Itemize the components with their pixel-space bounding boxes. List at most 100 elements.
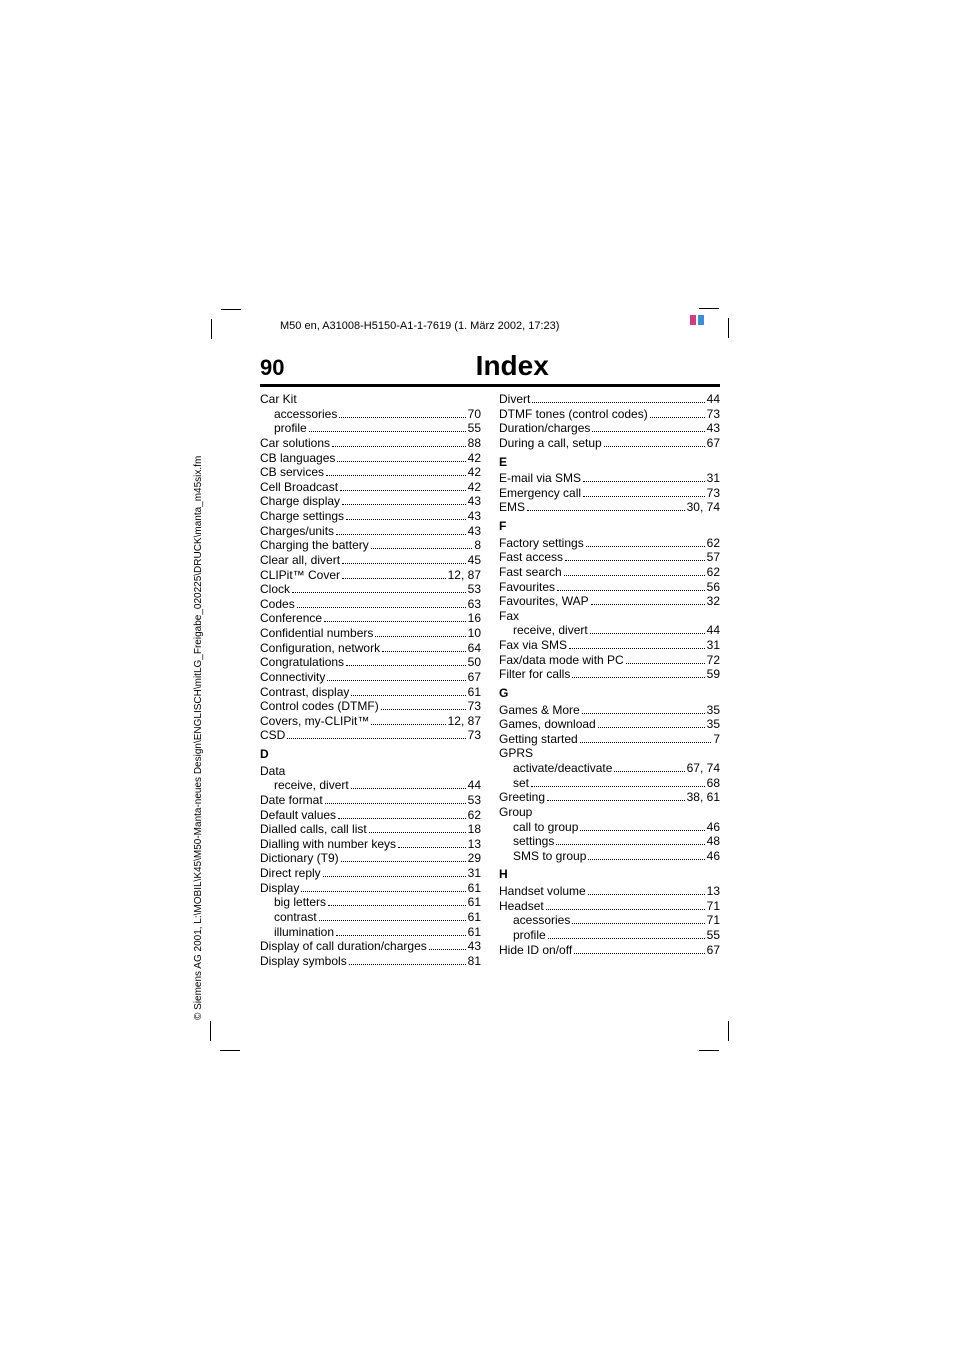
index-entry: CLIPit™ Cover12, 87 — [260, 568, 481, 583]
index-subentry: illumination61 — [260, 925, 481, 940]
index-entry-label: accessories — [274, 407, 337, 422]
index-entry-label: E-mail via SMS — [499, 471, 581, 486]
leader-dots — [338, 818, 466, 819]
leader-dots — [336, 935, 466, 936]
leader-dots — [371, 724, 445, 725]
leader-dots — [429, 949, 466, 950]
index-entry: Confidential numbers10 — [260, 626, 481, 641]
leader-dots — [592, 431, 704, 432]
index-entry-page: 12, 87 — [448, 714, 481, 729]
leader-dots — [547, 800, 685, 801]
index-entry-page: 48 — [707, 834, 720, 849]
index-entry-page: 73 — [707, 407, 720, 422]
index-entry: Divert44 — [499, 392, 720, 407]
index-entry-page: 61 — [468, 925, 481, 940]
index-entry-label: acessories — [513, 913, 570, 928]
index-entry-page: 63 — [468, 597, 481, 612]
leader-dots — [349, 964, 466, 965]
index-entry-label: Cell Broadcast — [260, 480, 338, 495]
index-group-head: Car Kit — [260, 392, 481, 407]
index-entry-page: 73 — [707, 486, 720, 501]
index-entry-page: 88 — [468, 436, 481, 451]
index-entry-label: Fast search — [499, 565, 562, 580]
index-entry: Emergency call73 — [499, 486, 720, 501]
leader-dots — [323, 876, 466, 877]
index-entry-label: Dictionary (T9) — [260, 851, 339, 866]
index-entry: EMS30, 74 — [499, 500, 720, 515]
index-entry: Connectivity67 — [260, 670, 481, 685]
leader-dots — [287, 738, 465, 739]
index-entry-page: 55 — [468, 421, 481, 436]
index-entry-label: Connectivity — [260, 670, 325, 685]
index-entry: Covers, my-CLIPit™ 12, 87 — [260, 714, 481, 729]
index-entry: Cell Broadcast42 — [260, 480, 481, 495]
index-entry-page: 73 — [468, 728, 481, 743]
index-column-right: Divert44DTMF tones (control codes)73Dura… — [499, 392, 720, 968]
index-entry-label: set — [513, 776, 529, 791]
index-entry: Fast access57 — [499, 550, 720, 565]
index-entry-page: 35 — [707, 717, 720, 732]
index-entry-label: Dialled calls, call list — [260, 822, 367, 837]
index-letter: F — [499, 519, 720, 534]
index-subentry: SMS to group46 — [499, 849, 720, 864]
index-entry: CSD73 — [260, 728, 481, 743]
index-entry-page: 13 — [468, 837, 481, 852]
index-entry: Games, download35 — [499, 717, 720, 732]
leader-dots — [548, 938, 705, 939]
leader-dots — [598, 727, 705, 728]
leader-dots — [327, 680, 465, 681]
index-entry-label: Covers, my-CLIPit™ — [260, 714, 369, 729]
copyright-text: © Siemens AG 2001, L:\MOBIL\K45\M50-Mant… — [193, 456, 204, 1020]
index-entry-page: 64 — [468, 641, 481, 656]
index-entry-label: Hide ID on/off — [499, 943, 572, 958]
index-subentry: receive, divert44 — [260, 778, 481, 793]
leader-dots — [292, 592, 466, 593]
index-entry-label: call to group — [513, 820, 578, 835]
index-entry-label: DTMF tones (control codes) — [499, 407, 648, 422]
index-entry: Clock53 — [260, 582, 481, 597]
file-info-text: M50 en, A31008-H5150-A1-1-7619 (1. März … — [280, 320, 559, 332]
leader-dots — [582, 713, 705, 714]
index-entry-label: Clock — [260, 582, 290, 597]
index-entry-label: activate/deactivate — [513, 761, 612, 776]
page-title: Index — [304, 350, 720, 382]
index-entry-label: Display symbols — [260, 954, 347, 969]
index-entry: Fax via SMS31 — [499, 638, 720, 653]
index-entry: Fax/data mode with PC72 — [499, 653, 720, 668]
index-entry-page: 46 — [707, 820, 720, 835]
index-entry-label: receive, divert — [513, 623, 588, 638]
leader-dots — [346, 665, 466, 666]
index-entry: DTMF tones (control codes) 73 — [499, 407, 720, 422]
leader-dots — [590, 633, 705, 634]
leader-dots — [591, 604, 705, 605]
index-entry-label: Control codes (DTMF) — [260, 699, 379, 714]
index-entry-page: 30, 74 — [687, 500, 720, 515]
leader-dots — [324, 621, 466, 622]
index-entry-label: Confidential numbers — [260, 626, 373, 641]
index-entry: Dictionary (T9)29 — [260, 851, 481, 866]
index-entry-label: Configuration, network — [260, 641, 380, 656]
index-entry: Handset volume13 — [499, 884, 720, 899]
index-subentry: call to group 46 — [499, 820, 720, 835]
index-entry-page: 70 — [468, 407, 481, 422]
index-entry-label: Headset — [499, 899, 544, 914]
index-subentry: contrast61 — [260, 910, 481, 925]
leader-dots — [586, 546, 705, 547]
index-entry: Charge settings43 — [260, 509, 481, 524]
index-subentry: acessories71 — [499, 913, 720, 928]
index-entry-page: 31 — [468, 866, 481, 881]
index-entry-page: 62 — [468, 808, 481, 823]
index-group-head: Data — [260, 764, 481, 779]
index-entry: Date format53 — [260, 793, 481, 808]
index-entry: Favourites, WAP32 — [499, 594, 720, 609]
leader-dots — [583, 496, 705, 497]
index-entry: Display of call duration/charges43 — [260, 939, 481, 954]
index-entry-page: 44 — [707, 623, 720, 638]
leader-dots — [574, 953, 704, 954]
index-entry-page: 56 — [707, 580, 720, 595]
index-entry-label: Default values — [260, 808, 336, 823]
index-entry-label: Direct reply — [260, 866, 321, 881]
index-entry-label: Charging the battery — [260, 538, 369, 553]
index-entry-label: Favourites — [499, 580, 555, 595]
index-entry-page: 8 — [474, 538, 481, 553]
